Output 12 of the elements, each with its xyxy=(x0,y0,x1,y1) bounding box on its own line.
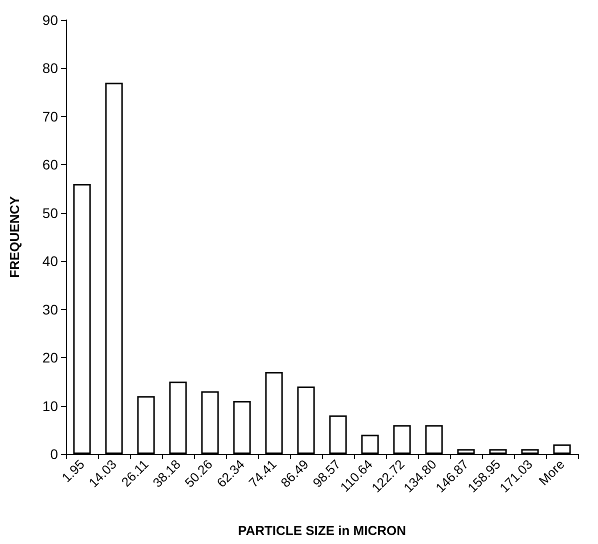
y-tick-label: 20 xyxy=(42,350,58,366)
y-tick-label: 40 xyxy=(42,253,58,270)
y-tick-label: 30 xyxy=(42,301,58,318)
y-tick-label: 70 xyxy=(42,108,58,124)
y-tick-label: 60 xyxy=(42,156,58,173)
y-tick-label: 10 xyxy=(42,398,58,414)
y-tick-label: 0 xyxy=(50,446,58,462)
y-tick-label: 90 xyxy=(42,12,58,28)
y-axis-title: FREQUENCY xyxy=(7,196,22,278)
x-axis-title: PARTICLE SIZE in MICRON xyxy=(238,523,406,538)
y-tick-label: 80 xyxy=(42,60,58,76)
y-tick-label: 50 xyxy=(42,204,58,221)
